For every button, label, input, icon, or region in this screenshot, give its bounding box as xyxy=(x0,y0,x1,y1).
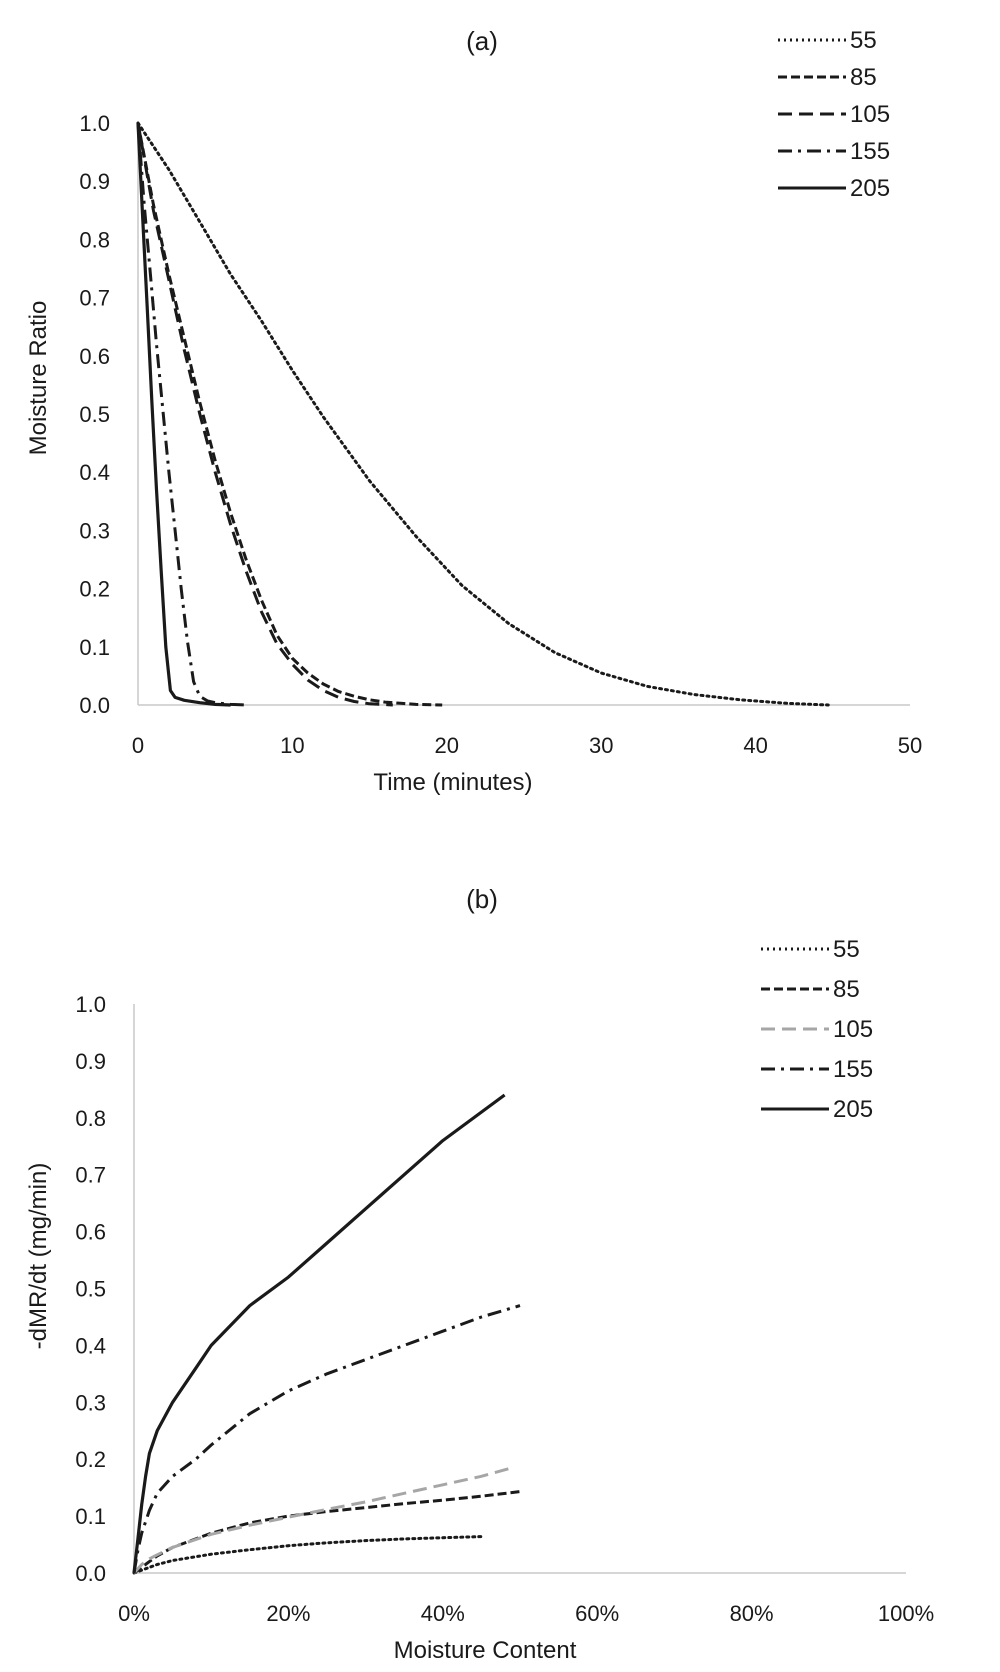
chart-b-series-line-155 xyxy=(132,1304,521,1574)
chart-a-y-tick-label: 0.7 xyxy=(79,286,110,311)
chart-a-y-tick-label: 0.3 xyxy=(79,518,110,543)
chart-a-y-tick-label: 0.6 xyxy=(79,344,110,369)
chart-b-y-tick-label: 0.3 xyxy=(75,1390,106,1415)
chart-a-legend-label-155: 155 xyxy=(850,138,890,165)
chart-b-title: (b) xyxy=(466,884,498,914)
chart-a-y-tick-label: 0.8 xyxy=(79,227,110,252)
chart-b-y-tick-label: 0.9 xyxy=(75,1049,106,1074)
chart-a-x-tick-label: 10 xyxy=(280,733,304,758)
chart-b-legend-label-85: 85 xyxy=(833,976,860,1003)
chart-a-y-tick-label: 1.0 xyxy=(79,111,110,136)
chart-b-y-tick-label: 0.7 xyxy=(75,1163,106,1188)
chart-a-series-line-155 xyxy=(136,122,247,707)
chart-a: (a) Time (minutes) Moisture Ratio 0.0 0.1… xyxy=(25,26,922,796)
chart-a-series-line-205 xyxy=(136,122,231,707)
chart-a-title: (a) xyxy=(466,26,498,56)
chart-b-y-axis-label: -dMR/dt (mg/min) xyxy=(25,1163,52,1350)
chart-b-y-tick-label: 0.0 xyxy=(75,1561,106,1586)
chart-a-x-tick-label: 50 xyxy=(898,733,922,758)
chart-a-y-tick-label: 0.2 xyxy=(79,577,110,602)
chart-b-x-tick-label: 60% xyxy=(575,1601,619,1626)
chart-a-legend-label-205: 205 xyxy=(850,175,890,202)
chart-b-x-axis-label: Moisture Content xyxy=(394,1637,577,1664)
chart-b-series-line-55 xyxy=(132,1535,483,1575)
chart-b-y-tick-label: 0.5 xyxy=(75,1277,106,1302)
chart-a-y-axis-label: Moisture Ratio xyxy=(25,301,52,456)
chart-a-x-tick-label: 40 xyxy=(743,733,767,758)
chart-b-legend-label-55: 55 xyxy=(833,936,860,963)
chart-b: (b) Moisture Content -dMR/dt (mg/min) 0.… xyxy=(25,884,934,1664)
chart-b-series-line-205 xyxy=(132,1093,506,1574)
chart-a-series-line-55 xyxy=(136,121,830,707)
chart-a-y-tick-label: 0.1 xyxy=(79,635,110,660)
chart-a-y-tick-label: 0.9 xyxy=(79,169,110,194)
chart-b-y-tick-label: 0.8 xyxy=(75,1106,106,1131)
chart-b-x-tick-label: 20% xyxy=(266,1601,310,1626)
chart-b-legend-label-155: 155 xyxy=(833,1056,873,1083)
chart-a-x-tick-label: 30 xyxy=(589,733,613,758)
chart-b-series-line-85 xyxy=(133,1490,521,1575)
chart-a-y-tick-label: 0.0 xyxy=(79,693,110,718)
chart-b-y-tick-label: 0.2 xyxy=(75,1447,106,1472)
chart-a-legend-label-105: 105 xyxy=(850,101,890,128)
chart-a-x-tick-label: 20 xyxy=(435,733,459,758)
chart-b-legend-label-205: 205 xyxy=(833,1096,873,1123)
chart-a-x-tick-label: 0 xyxy=(132,733,144,758)
chart-b-y-tick-label: 1.0 xyxy=(75,992,106,1017)
chart-b-x-tick-label: 80% xyxy=(730,1601,774,1626)
chart-b-y-tick-label: 0.6 xyxy=(75,1220,106,1245)
chart-a-y-tick-label: 0.5 xyxy=(79,402,110,427)
chart-a-series-line-105 xyxy=(136,122,393,707)
chart-b-x-tick-label: 100% xyxy=(878,1601,934,1626)
chart-a-legend-label-55: 55 xyxy=(850,27,877,54)
chart-b-y-tick-label: 0.4 xyxy=(75,1333,106,1358)
chart-b-legend-label-105: 105 xyxy=(833,1016,873,1043)
chart-a-legend-label-85: 85 xyxy=(850,64,877,91)
chart-b-y-tick-label: 0.1 xyxy=(75,1504,106,1529)
chart-a-y-tick-label: 0.4 xyxy=(79,460,110,485)
chart-b-x-tick-label: 40% xyxy=(421,1601,465,1626)
chart-a-x-axis-label: Time (minutes) xyxy=(373,769,532,796)
chart-b-series-line-105 xyxy=(132,1466,513,1575)
chart-b-x-tick-label: 0% xyxy=(118,1601,150,1626)
